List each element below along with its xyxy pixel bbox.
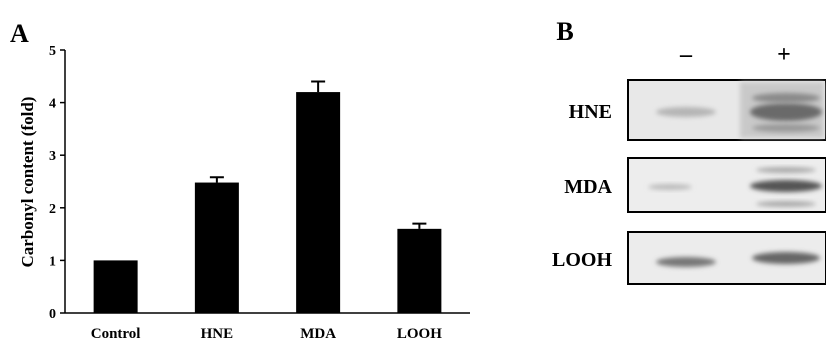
bar	[94, 260, 138, 313]
y-tick-label: 3	[49, 149, 56, 164]
figure: A Carbonyl content (fold) B – + HNE MDA …	[0, 0, 826, 343]
blot	[628, 232, 826, 284]
y-tick-label: 2	[49, 202, 56, 217]
error-bar	[311, 82, 325, 93]
panel-label: B	[556, 17, 573, 46]
x-tick-label: HNE	[201, 326, 234, 342]
bar	[397, 229, 441, 313]
y-axis-label: Carbonyl content (fold)	[18, 97, 37, 268]
error-bar	[412, 224, 426, 229]
row-label: MDA	[564, 176, 612, 198]
row-label: HNE	[569, 101, 612, 123]
row-label: LOOH	[552, 249, 612, 271]
y-tick-label: 1	[49, 254, 56, 269]
x-tick-label: Control	[91, 326, 141, 342]
x-tick-label: MDA	[300, 326, 336, 342]
blot	[628, 80, 826, 140]
error-bar	[210, 177, 224, 182]
bar	[195, 183, 239, 313]
blot	[628, 158, 826, 212]
y-tick-label: 4	[49, 97, 56, 112]
panel-label: A	[10, 19, 29, 48]
bar	[296, 92, 340, 313]
page: {"chart_data": {"type": "bar", "panel_la…	[0, 0, 826, 343]
lane-label: –	[679, 42, 693, 68]
y-tick-label: 5	[49, 44, 56, 59]
x-tick-label: LOOH	[397, 326, 442, 342]
y-tick-label: 0	[49, 307, 56, 322]
lane-label: +	[777, 42, 791, 68]
